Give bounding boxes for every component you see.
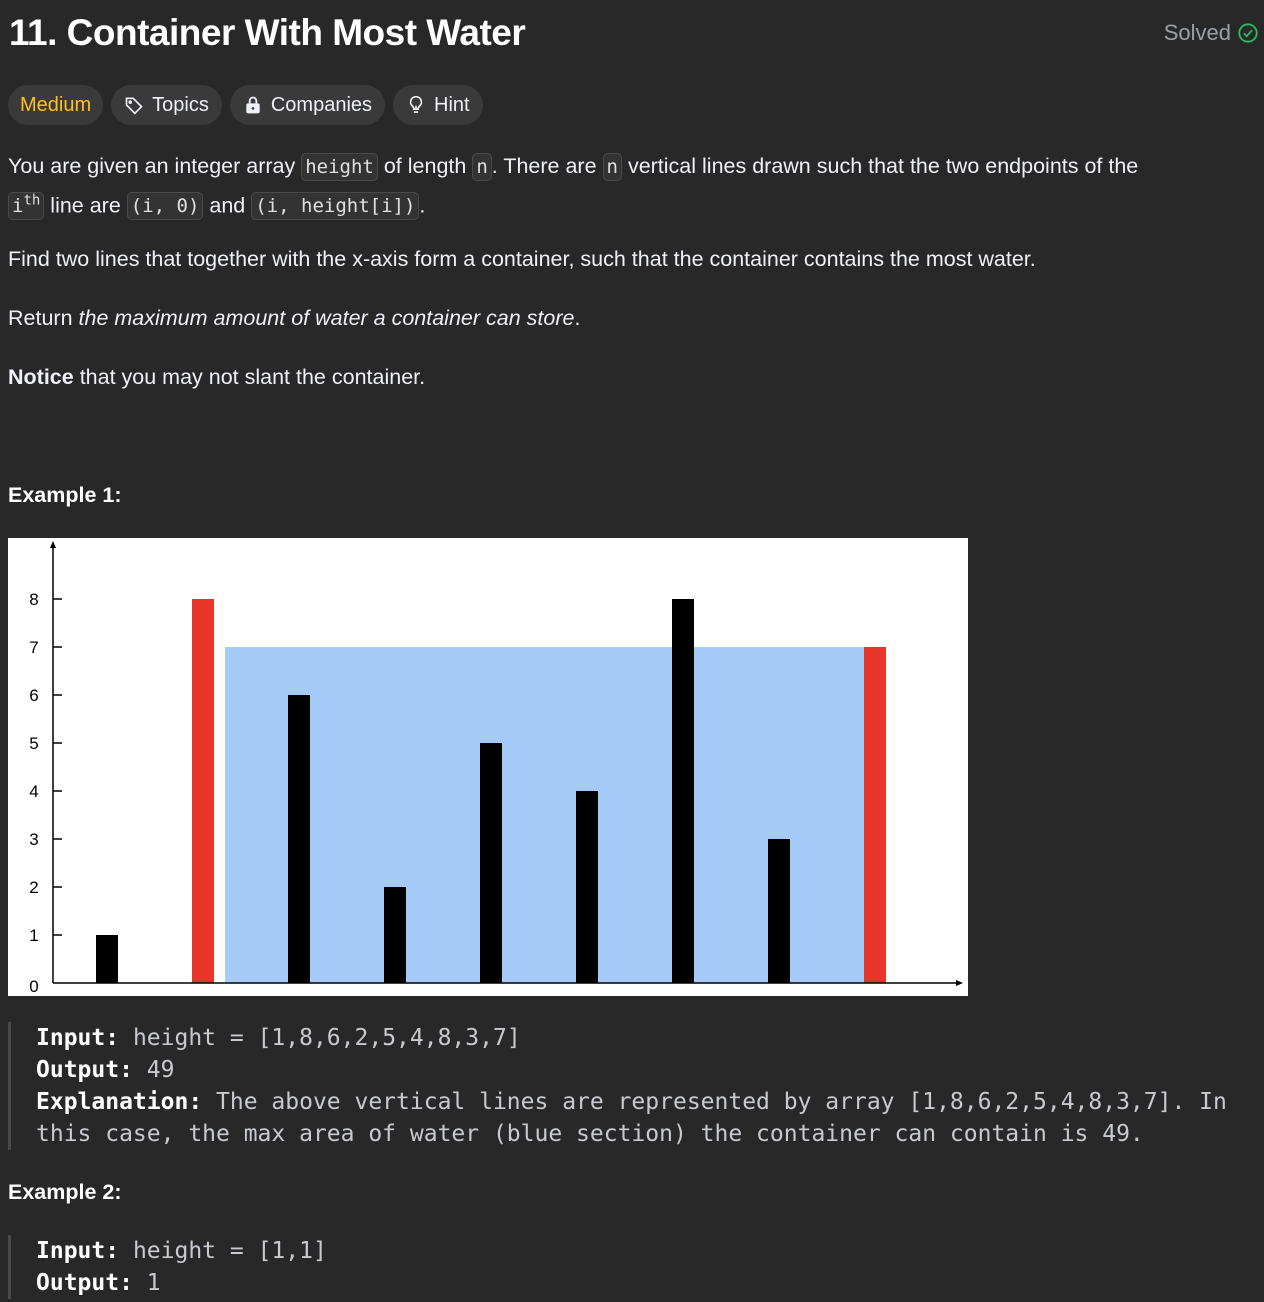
y-tick-label: 0 <box>29 977 38 996</box>
example-1-explanation: Explanation: The above vertical lines ar… <box>36 1086 1227 1118</box>
inline-code-ith: ith <box>8 192 45 221</box>
output-label: Output: <box>36 1057 133 1083</box>
example-1-heading: Example 1: <box>8 483 122 507</box>
superscript-th: th <box>23 193 41 209</box>
difficulty-badge[interactable]: Medium <box>8 85 104 125</box>
text: and <box>203 193 252 218</box>
explanation-text: The above vertical lines are represented… <box>202 1089 1227 1115</box>
topics-label: Topics <box>152 93 209 116</box>
example-2-heading: Example 2: <box>8 1180 122 1204</box>
bar <box>96 935 118 983</box>
text: line are <box>44 193 127 218</box>
example-1-explanation-continued: this case, the max area of water (blue s… <box>36 1121 1144 1147</box>
y-tick-label: 1 <box>29 926 38 945</box>
example-1-block: Input: height = [1,8,6,2,5,4,8,3,7] Outp… <box>8 1022 1227 1150</box>
y-tick-label: 6 <box>29 686 38 705</box>
text: of length <box>377 154 473 178</box>
bar <box>576 791 598 983</box>
input-label: Input: <box>36 1238 120 1264</box>
y-axis-arrow <box>50 541 56 548</box>
text: . <box>419 193 426 218</box>
hint-button[interactable]: Hint <box>393 85 483 125</box>
companies-label: Companies <box>270 93 373 116</box>
explanation-label: Explanation: <box>36 1089 203 1115</box>
inline-code-point-a: (i, 0) <box>126 192 204 221</box>
description-paragraph-2: Find two lines that together with the x-… <box>8 247 1036 271</box>
bar <box>288 695 310 983</box>
input-value: height = [1,1] <box>119 1238 327 1264</box>
description-paragraph-4: Notice that you may not slant the contai… <box>8 360 1258 394</box>
example-2-output: Output: 1 <box>36 1267 327 1299</box>
text: . <box>574 306 581 330</box>
title-row: 11. Container With Most Water Solved <box>9 12 1259 58</box>
x-axis-arrow <box>956 980 963 986</box>
highlighted-bar <box>192 599 214 983</box>
inline-code-n: n <box>472 153 492 181</box>
inline-code-n: n <box>602 153 622 181</box>
y-tick-label: 8 <box>29 590 38 609</box>
example-2-input: Input: height = [1,1] <box>36 1235 327 1267</box>
bar <box>672 599 694 983</box>
code-i: i <box>12 195 24 218</box>
solved-status: Solved <box>1164 20 1259 46</box>
emphasis-text: the maximum amount of water a container … <box>78 306 575 330</box>
check-circle-icon <box>1238 23 1258 43</box>
example-1-chart: 0 1 2 3 4 5 6 7 8 <box>8 538 968 996</box>
example-2-block: Input: height = [1,1] Output: 1 <box>8 1235 327 1299</box>
companies-button[interactable]: Companies <box>229 85 386 125</box>
output-value: 1 <box>132 1270 161 1296</box>
lock-icon <box>246 96 260 114</box>
bar <box>768 839 790 983</box>
text: vertical lines drawn such that the two e… <box>621 154 1139 178</box>
inline-code-point-b: (i, height[i]) <box>251 192 420 221</box>
lightbulb-icon <box>409 95 423 113</box>
y-tick-label: 3 <box>29 830 38 849</box>
input-label: Input: <box>36 1025 120 1051</box>
text: . There are <box>491 154 603 178</box>
bar <box>384 887 406 983</box>
example-1-input: Input: height = [1,8,6,2,5,4,8,3,7] <box>36 1022 1227 1054</box>
highlighted-bar <box>864 647 886 983</box>
problem-title[interactable]: 11. Container With Most Water <box>9 12 526 53</box>
example-1-output: Output: 49 <box>36 1054 1227 1086</box>
description-paragraph-3: Return the maximum amount of water a con… <box>8 301 1258 335</box>
text: You are given an integer array <box>8 154 302 178</box>
y-tick-label: 2 <box>29 878 38 897</box>
text: Return <box>8 306 79 330</box>
bar <box>480 743 502 983</box>
text: that you may not slant the container. <box>73 365 426 389</box>
y-tick-label: 4 <box>29 782 38 801</box>
tag-icon <box>125 97 143 115</box>
input-value: height = [1,8,6,2,5,4,8,3,7] <box>119 1025 521 1051</box>
inline-code-height: height <box>301 153 378 181</box>
tag-bar: Medium Topics Companies Hint <box>8 85 483 125</box>
water-region <box>225 647 875 983</box>
solved-label: Solved <box>1163 20 1231 45</box>
y-tick-label: 7 <box>29 638 38 657</box>
output-value: 49 <box>132 1057 175 1083</box>
output-label: Output: <box>36 1270 133 1296</box>
y-tick-label: 5 <box>29 734 38 753</box>
notice-bold: Notice <box>8 365 74 389</box>
topics-button[interactable]: Topics <box>111 85 222 125</box>
description-paragraph-1: You are given an integer array height of… <box>8 149 1258 223</box>
hint-label: Hint <box>434 93 470 116</box>
